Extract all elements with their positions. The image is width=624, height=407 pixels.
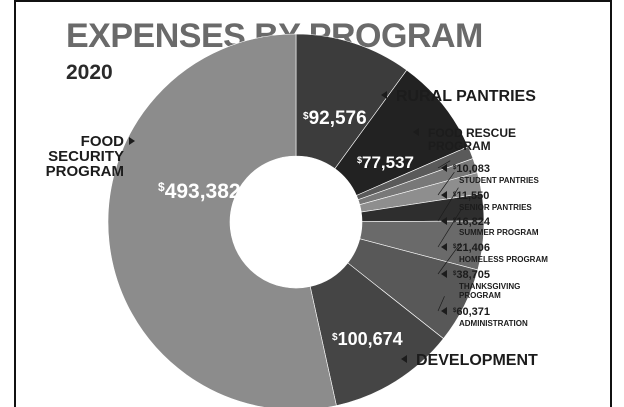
- slice-labels: $92,576 RURAL PANTRIES $77,537 FOOD RESCUE P…: [46, 88, 549, 369]
- arrow-senior-pantries: [441, 191, 447, 199]
- label-student-pantries: STUDENT PANTRIES: [459, 176, 540, 185]
- value-food-rescue-amount: 77,537: [362, 153, 414, 172]
- value-summer-program-currency: $: [453, 218, 457, 224]
- label-food-rescue: FOOD RESCUE PROGRAM: [428, 126, 516, 153]
- arrow-development: [401, 355, 407, 363]
- value-rural-pantries: $92,576: [303, 108, 367, 129]
- value-development: $100,674: [332, 329, 403, 349]
- leader-homeless-program: [437, 208, 462, 248]
- value-food-security: $493,382: [158, 180, 241, 203]
- arrow-food-rescue: [413, 128, 419, 136]
- arrow-administration: [441, 307, 447, 315]
- leader-student-pantries: [437, 160, 451, 169]
- value-administration-amount: 60,371: [456, 306, 490, 318]
- value-summer-program-amount: 16,824: [456, 216, 491, 228]
- label-food-security: FOOD SECURITY PROGRAM: [46, 133, 124, 180]
- arrow-student-pantries: [441, 164, 447, 172]
- arrow-rural-pantries: [381, 91, 387, 99]
- arrow-homeless-program: [441, 243, 447, 251]
- value-homeless-program-currency: $: [453, 244, 457, 250]
- value-student-pantries-amount: 10,083: [456, 163, 490, 175]
- leader-thanksgiving-program: [437, 242, 461, 275]
- value-senior-pantries-currency: $: [453, 192, 457, 198]
- label-development: DEVELOPMENT: [416, 352, 538, 369]
- value-thanksgiving-program: $38,705: [453, 269, 490, 281]
- label-rural-pantries: RURAL PANTRIES: [396, 88, 536, 105]
- value-development-currency: $: [332, 332, 338, 343]
- chart-subtitle: 2020: [66, 61, 113, 84]
- value-student-pantries-currency: $: [453, 165, 457, 171]
- slice-food-security-program: [107, 33, 337, 407]
- leader-senior-pantries: [437, 171, 455, 196]
- label-thanksgiving-program: THANKSGIVING PROGRAM: [459, 282, 520, 300]
- arrow-summer-program: [441, 217, 447, 225]
- value-senior-pantries: $11,550: [453, 190, 489, 202]
- leader-summer-program: [437, 187, 459, 222]
- value-thanksgiving-program-amount: 38,705: [456, 269, 490, 281]
- value-summer-program: $16,824: [453, 216, 491, 228]
- value-administration: $60,371: [453, 306, 490, 318]
- label-homeless-program: HOMELESS PROGRAM: [459, 255, 548, 264]
- value-senior-pantries-amount: 11,550: [456, 190, 489, 202]
- value-food-rescue-currency: $: [357, 155, 362, 165]
- leader-administration: [437, 296, 445, 312]
- slice-development: [309, 262, 444, 406]
- value-rural-pantries-amount: 92,576: [309, 108, 367, 129]
- value-food-rescue: $77,537: [357, 153, 414, 172]
- label-senior-pantries: SENIOR PANTRIES: [459, 203, 532, 212]
- label-summer-program: SUMMER PROGRAM: [459, 228, 539, 237]
- value-administration-currency: $: [453, 308, 457, 314]
- value-rural-pantries-currency: $: [303, 111, 309, 122]
- arrow-food-security: [129, 137, 135, 145]
- value-food-security-currency: $: [158, 180, 165, 194]
- value-development-amount: 100,674: [338, 329, 403, 349]
- value-thanksgiving-program-currency: $: [453, 271, 457, 277]
- value-food-security-amount: 493,382: [165, 180, 241, 203]
- value-homeless-program: $21,406: [453, 242, 490, 254]
- value-homeless-program-amount: 21,406: [456, 242, 490, 254]
- value-student-pantries: $10,083: [453, 163, 490, 175]
- arrow-thanksgiving-program: [441, 270, 447, 278]
- label-administration: ADMINISTRATION: [459, 319, 528, 328]
